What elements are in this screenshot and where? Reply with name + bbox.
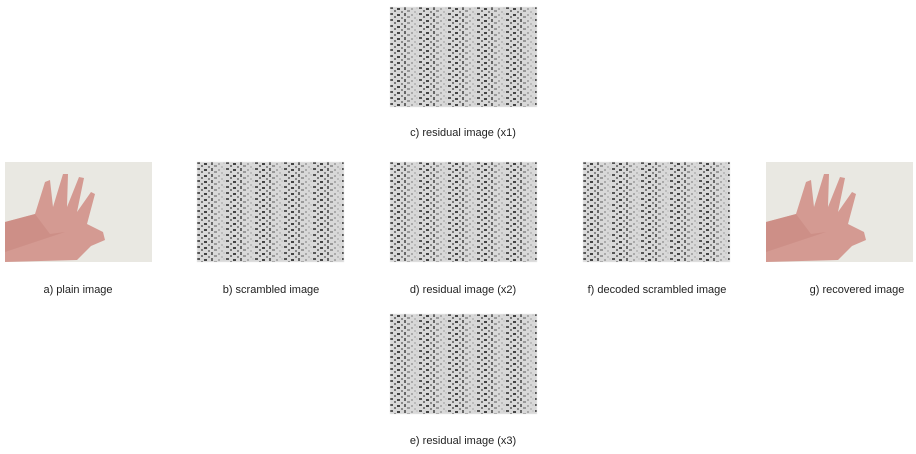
residual-image [389, 313, 538, 415]
residual-image [389, 161, 538, 263]
residual-image [389, 6, 538, 108]
caption: d) residual image (x2) [410, 284, 516, 296]
caption: a) plain image [43, 284, 112, 296]
caption: e) residual image (x3) [410, 435, 516, 447]
plain-image [5, 162, 152, 262]
caption: f) decoded scrambled image [588, 284, 727, 296]
decoded-scrambled-image [582, 161, 731, 263]
recovered-image [766, 162, 913, 262]
scrambled-image [196, 161, 345, 263]
caption: c) residual image (x1) [410, 127, 516, 139]
caption: b) scrambled image [223, 284, 320, 296]
caption: g) recovered image [810, 284, 905, 296]
